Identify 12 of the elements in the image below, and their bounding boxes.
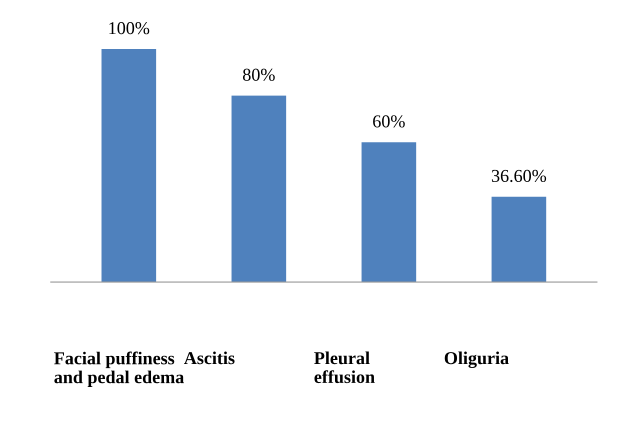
data-label: 100% [109,22,150,34]
x-tick-label: Facial puffiness and pedal edema [54,352,184,387]
bar [102,49,156,282]
data-label: 36.60% [492,170,546,182]
data-label: 80% [242,68,275,81]
bar [232,96,286,282]
bar [362,142,416,282]
x-tick-label: Pleural effusion [314,352,375,384]
data-label: 60% [373,115,405,128]
x-tick-label: Ascitis [184,352,235,364]
bar [492,196,546,282]
x-tick-label: Oliguria [444,352,509,368]
